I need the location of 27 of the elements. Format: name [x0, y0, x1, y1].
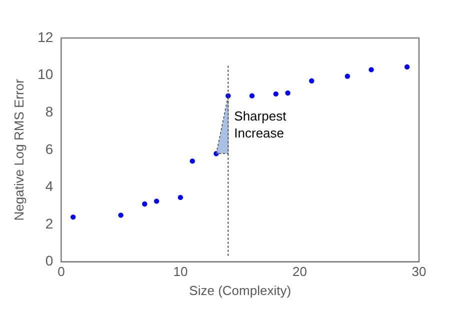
y-tick-label: 6	[45, 140, 54, 157]
y-tick-label: 0	[45, 252, 54, 269]
point	[249, 93, 255, 98]
y-tick-label: 8	[45, 103, 54, 120]
y-tick-label: 12	[38, 28, 54, 45]
point	[178, 194, 184, 200]
x-tick-label: 30	[412, 264, 426, 280]
point	[273, 91, 278, 97]
point	[368, 67, 374, 72]
x-tick-label: 0	[58, 264, 65, 280]
annotation: Sharpest Increase	[234, 108, 287, 141]
y-tick-label: 10	[38, 66, 54, 82]
x-tick-label: 20	[292, 264, 307, 280]
point	[344, 74, 350, 79]
point	[70, 214, 76, 220]
x-tick-label: 10	[173, 264, 188, 280]
point	[190, 158, 195, 164]
point	[285, 90, 290, 96]
point	[154, 198, 160, 204]
y-tick-label: 4	[45, 178, 54, 194]
x-axis-title: Size (Complexity)	[189, 282, 292, 298]
y-tick-label: 2	[45, 215, 54, 232]
point	[404, 64, 410, 70]
point	[309, 78, 314, 84]
point	[118, 212, 124, 218]
point	[142, 201, 148, 207]
y-axis-title: Negative Log RMS Error	[11, 78, 26, 221]
